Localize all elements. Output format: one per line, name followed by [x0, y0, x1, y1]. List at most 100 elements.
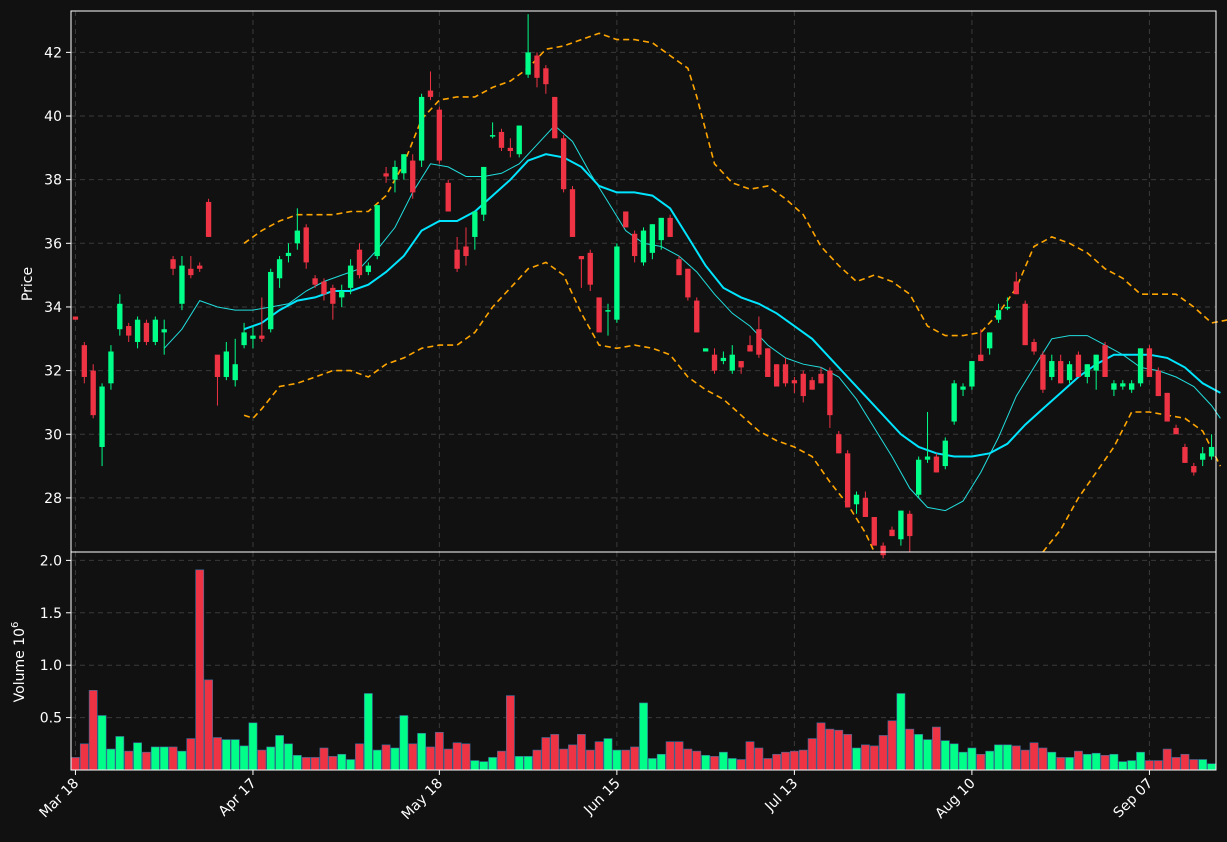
volume-bar [426, 746, 435, 771]
volume-bar [869, 745, 879, 771]
candle-body [969, 361, 975, 387]
candle-body [889, 529, 895, 537]
candle-body [1031, 341, 1037, 352]
volume-grid [71, 552, 1216, 770]
volume-bar [967, 747, 977, 771]
volume-bar [576, 734, 586, 771]
volume-bar [452, 742, 462, 771]
volume-bar [248, 722, 258, 771]
volume-bar [177, 750, 187, 771]
volume-bar [745, 741, 755, 771]
volume-bar [390, 747, 400, 771]
candle-body [321, 281, 327, 295]
candle-body [836, 434, 842, 454]
volume-bar [1198, 759, 1208, 771]
volume-bar [523, 756, 533, 771]
volume-bar [994, 744, 1003, 771]
price-tick-label: 38 [44, 173, 62, 189]
candle-body [1040, 354, 1046, 390]
volume-bar [790, 750, 799, 771]
candle-body [729, 354, 735, 371]
candle-body [507, 147, 514, 152]
volume-bar [497, 750, 506, 771]
volume-bar [923, 739, 932, 771]
volume-bar [772, 753, 782, 771]
candle-body [747, 345, 753, 352]
candle-body [410, 160, 416, 193]
candle-body [1173, 427, 1179, 435]
volume-bar [621, 749, 631, 771]
volume-bar [736, 759, 746, 771]
candle-body [978, 354, 984, 362]
volume-bar [142, 751, 151, 771]
volume-bar [159, 746, 169, 771]
volume-bar [1189, 759, 1199, 771]
volume-bar [381, 744, 391, 771]
volume-bar [257, 749, 267, 771]
volume-bar [115, 736, 125, 771]
candle-body [90, 370, 96, 416]
candle-body [436, 109, 443, 161]
volume-y-axis: 0.5 1.0 1.5 2.0 [40, 553, 71, 727]
candle-body [481, 166, 487, 215]
candle-body [427, 90, 434, 97]
volume-bar [710, 756, 719, 771]
fast-ma-line [163, 124, 1221, 512]
volume-bar [727, 758, 737, 771]
candle-body [498, 131, 505, 148]
volume-bar [505, 695, 515, 771]
candle-body [1022, 303, 1028, 346]
candle-body [454, 249, 460, 269]
volume-bar [514, 756, 524, 771]
candle-body [1182, 446, 1188, 463]
candle-body [516, 125, 522, 155]
candle-body [676, 259, 682, 276]
volume-bar [781, 751, 790, 771]
candle-body [738, 361, 744, 368]
volume-bar [71, 757, 80, 771]
candle-body [809, 380, 815, 390]
candle-body [197, 265, 203, 269]
candle-body [933, 456, 940, 473]
candle-body [134, 319, 141, 342]
candle-body [489, 135, 496, 137]
volume-bar [1100, 755, 1110, 771]
volume-bar [355, 743, 364, 771]
candle-body [143, 322, 150, 342]
candle-body [782, 364, 789, 384]
candle-body [1120, 383, 1126, 387]
candle-body [99, 386, 105, 447]
candle-body [401, 154, 407, 174]
volume-bar [1065, 757, 1074, 771]
volume-bar [914, 734, 924, 771]
candle-body [995, 310, 1002, 320]
candle-body [285, 252, 292, 257]
candle-body [871, 516, 877, 546]
candle-body [463, 246, 469, 257]
volume-bar [1038, 747, 1048, 771]
volume-tick-label: 0.5 [40, 711, 62, 727]
candle-body [702, 348, 709, 352]
candle-body [1075, 354, 1082, 377]
candle-body [1013, 281, 1019, 295]
volume-bar [665, 741, 675, 771]
candle-body [205, 201, 212, 237]
volume-tick-label: 1.5 [40, 606, 62, 622]
volume-bar [1145, 760, 1154, 771]
volume-bar [949, 743, 959, 771]
volume-tick-label: 1.0 [40, 658, 62, 674]
volume-bar [1127, 760, 1137, 771]
candle-body [915, 459, 922, 495]
bollinger-bands [243, 32, 1227, 553]
candle-body [649, 224, 656, 253]
volume-axis-label: Volume 106 [10, 622, 28, 703]
volume-bar [284, 743, 293, 771]
candle-body [552, 96, 558, 139]
candle-body [685, 268, 691, 298]
volume-bar [905, 728, 915, 771]
volume-bar [647, 758, 657, 771]
price-tick-label: 40 [44, 109, 62, 125]
volume-bar [807, 738, 817, 771]
volume-bar [346, 759, 355, 771]
volume-bar [958, 751, 968, 771]
